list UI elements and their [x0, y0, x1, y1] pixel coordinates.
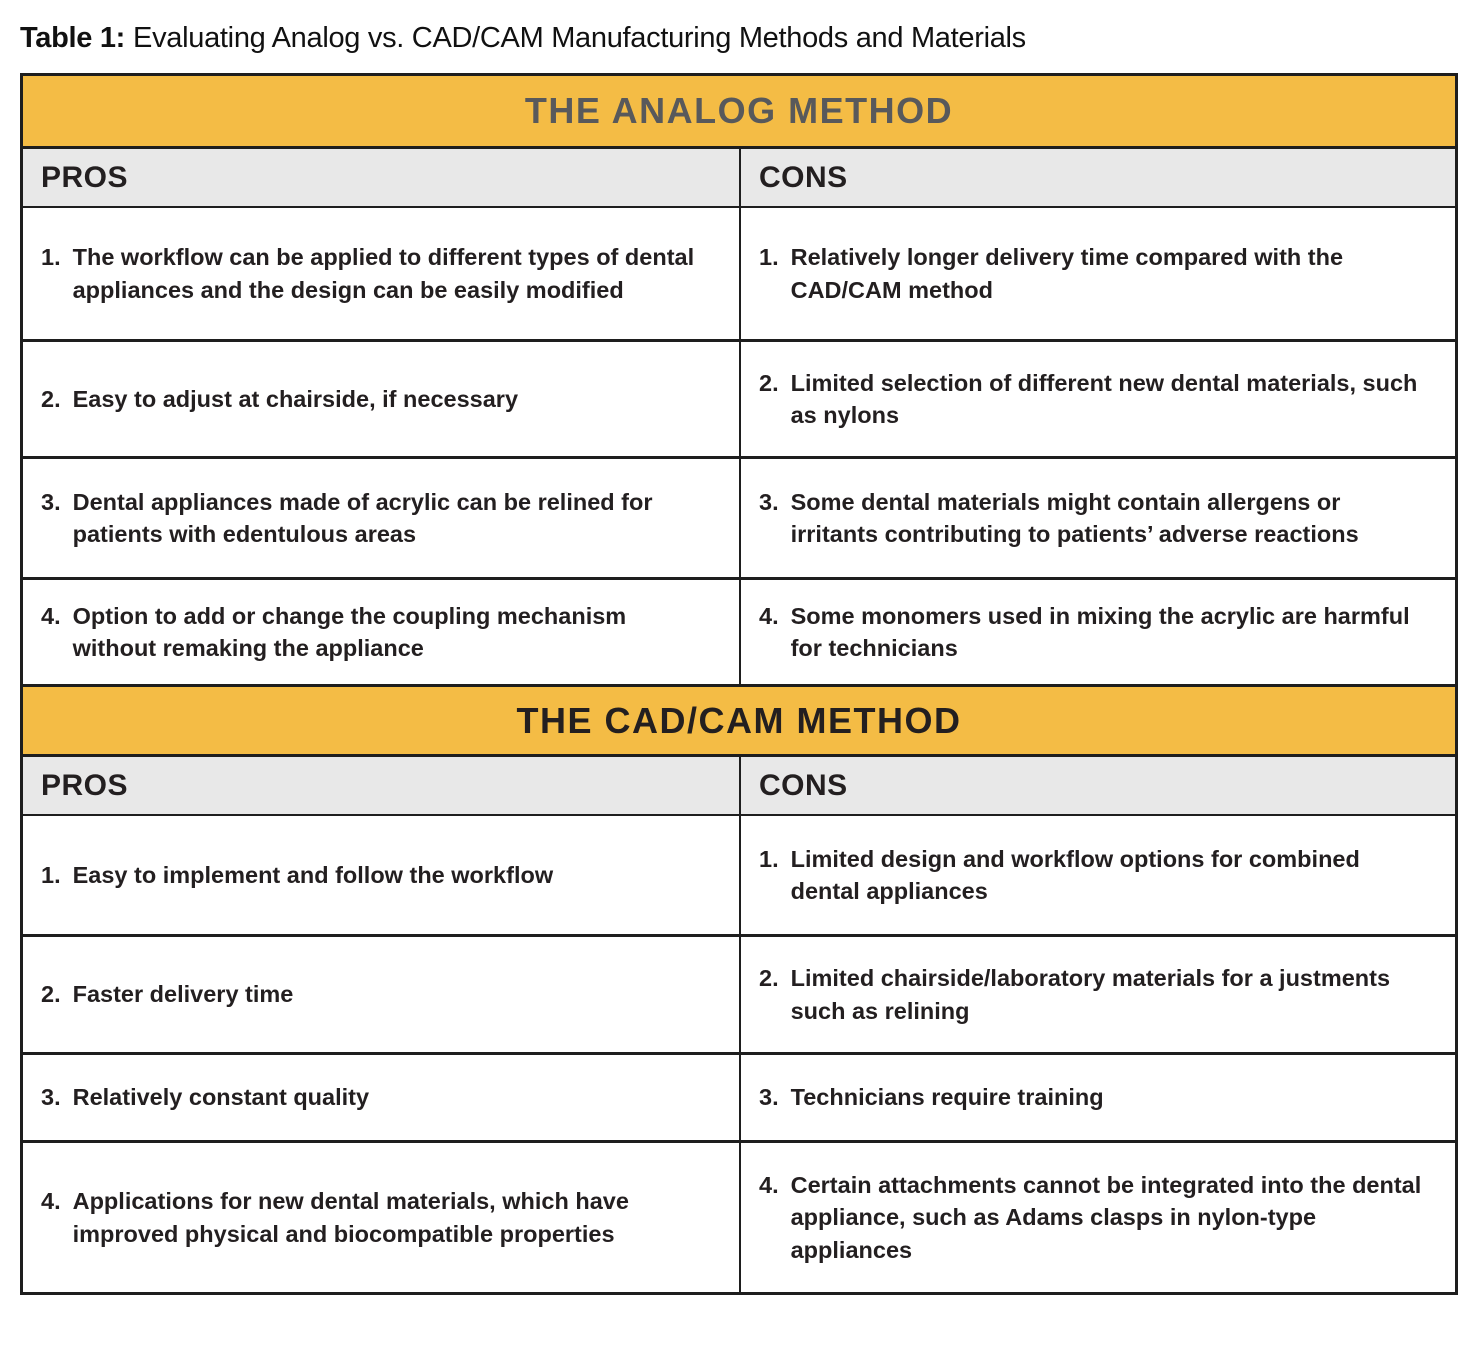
- pros-cell: 3. Relatively constant quality: [23, 1055, 739, 1140]
- table-row: 2. Easy to adjust at chairside, if necess…: [23, 339, 1455, 456]
- cadcam-cons-header: CONS: [739, 757, 1455, 814]
- table-row: 3. Dental appliances made of acrylic can …: [23, 456, 1455, 577]
- cons-cell: 4. Certain attachments cannot be integrat…: [739, 1143, 1455, 1292]
- cons-cell: 1. Relatively longer delivery time compar…: [739, 208, 1455, 339]
- pros-cell: 2. Faster delivery time: [23, 937, 739, 1052]
- item-number: 4.: [759, 1171, 779, 1198]
- item-text: Certain attachments cannot be integrated…: [790, 1171, 1422, 1263]
- cons-cell: 4. Some monomers used in mixing the acryl…: [739, 580, 1455, 684]
- cons-cell: 1. Limited design and workflow options fo…: [739, 816, 1455, 934]
- item-number: 4.: [41, 1188, 61, 1215]
- pros-cell: 1. Easy to implement and follow the workf…: [23, 816, 739, 934]
- section-header-cadcam: THE CAD/CAM METHOD: [23, 684, 1455, 754]
- section-header-analog: THE ANALOG METHOD: [23, 76, 1455, 146]
- item-number: 2.: [759, 965, 779, 992]
- item-number: 3.: [759, 1084, 779, 1111]
- cadcam-pros-header: PROS: [41, 768, 129, 802]
- item-text: Limited chairside/laboratory materials f…: [790, 965, 1391, 1024]
- item-text: Faster delivery time: [72, 981, 294, 1008]
- item-text: Some monomers used in mixing the acrylic…: [790, 602, 1410, 661]
- item-text: Applications for new dental materials, w…: [72, 1188, 629, 1247]
- item-number: 1.: [759, 244, 779, 271]
- pros-cell: 4. Applications for new dental materials,…: [23, 1143, 739, 1292]
- item-number: 2.: [759, 369, 779, 396]
- section-header-analog-text: THE ANALOG METHOD: [524, 90, 954, 131]
- table-caption-text: Evaluating Analog vs. CAD/CAM Manufactur…: [133, 22, 1026, 54]
- pros-cell: 3. Dental appliances made of acrylic can …: [23, 459, 739, 577]
- item-text: Some dental materials might contain alle…: [790, 488, 1359, 547]
- item-number: 1.: [759, 845, 779, 872]
- cadcam-subheader-row: PROS CONS: [23, 754, 1455, 814]
- item-text: Limited selection of different new denta…: [790, 369, 1418, 428]
- item-text: Dental appliances made of acrylic can be…: [72, 488, 653, 547]
- item-text: Technicians require training: [790, 1084, 1104, 1111]
- analog-subheader-row: PROS CONS: [23, 146, 1455, 206]
- item-number: 2.: [41, 981, 61, 1008]
- item-number: 4.: [41, 602, 61, 629]
- analog-pros-header: PROS: [41, 160, 129, 194]
- table-caption: Table 1: Evaluating Analog vs. CAD/CAM Ma…: [20, 22, 1458, 55]
- table-row: 2. Faster delivery time 2. Limited chairsi…: [23, 934, 1455, 1052]
- item-number: 3.: [759, 488, 779, 515]
- cons-cell: 3. Technicians require training: [739, 1055, 1455, 1140]
- item-text: Relatively longer delivery time compared…: [790, 244, 1344, 303]
- table-row: 1. Easy to implement and follow the workf…: [23, 814, 1455, 934]
- item-number: 3.: [41, 488, 61, 515]
- item-number: 4.: [759, 602, 779, 629]
- item-text: Limited design and workflow options for …: [790, 845, 1360, 904]
- page: Table 1: Evaluating Analog vs. CAD/CAM Ma…: [20, 22, 1458, 1295]
- item-text: Easy to adjust at chairside, if necessar…: [72, 385, 519, 412]
- cons-cell: 2. Limited chairside/laboratory materials…: [739, 937, 1455, 1052]
- item-text: Relatively constant quality: [72, 1084, 370, 1111]
- pros-cell: 2. Easy to adjust at chairside, if necess…: [23, 342, 739, 456]
- table-row: 4. Applications for new dental materials,…: [23, 1140, 1455, 1292]
- table-row: 3. Relatively constant quality 3. Technici…: [23, 1052, 1455, 1140]
- analog-cons-header: CONS: [739, 149, 1455, 206]
- item-number: 1.: [41, 861, 61, 888]
- item-text: Option to add or change the coupling mec…: [72, 602, 627, 661]
- comparison-table: THE ANALOG METHOD PROS CONS 1. The workfl…: [20, 73, 1458, 1295]
- pros-cell: 4. Option to add or change the coupling m…: [23, 580, 739, 684]
- pros-cell: 1. The workflow can be applied to differe…: [23, 208, 739, 339]
- item-number: 2.: [41, 385, 61, 412]
- section-header-cadcam-text: THE CAD/CAM METHOD: [516, 699, 962, 741]
- item-number: 3.: [41, 1084, 61, 1111]
- item-text: The workflow can be applied to different…: [72, 244, 695, 303]
- cons-cell: 2. Limited selection of different new den…: [739, 342, 1455, 456]
- table-caption-label: Table 1:: [20, 22, 126, 54]
- table-row: 1. The workflow can be applied to differe…: [23, 206, 1455, 339]
- cons-cell: 3. Some dental materials might contain al…: [739, 459, 1455, 577]
- table-row: 4. Option to add or change the coupling m…: [23, 577, 1455, 684]
- item-number: 1.: [41, 244, 61, 271]
- item-text: Easy to implement and follow the workflo…: [72, 861, 554, 888]
